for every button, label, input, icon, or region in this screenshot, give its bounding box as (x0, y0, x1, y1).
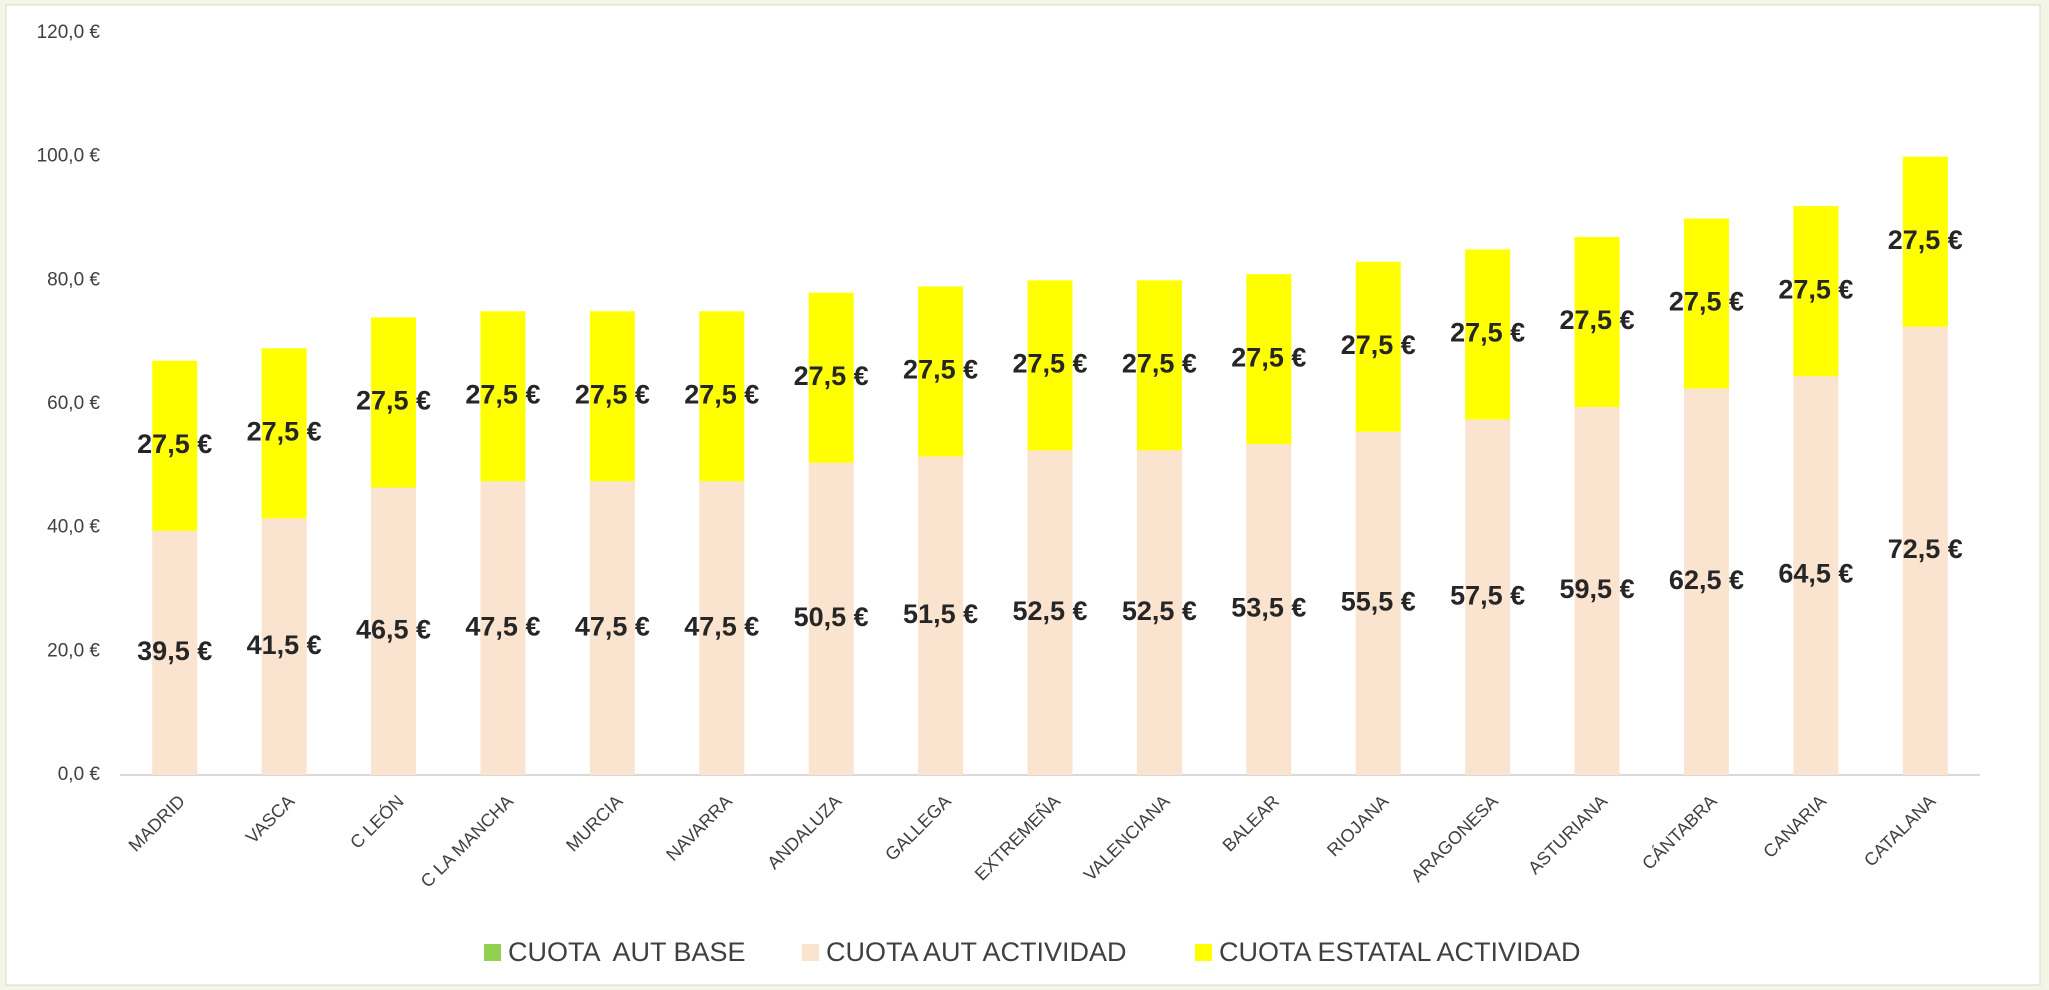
data-label: 27,5 € (1231, 342, 1306, 372)
bar-segment (808, 462, 854, 775)
legend-swatch (1195, 944, 1212, 961)
data-label: 27,5 € (356, 386, 431, 416)
bar-segment (589, 311, 635, 482)
y-tick-label: 80,0 € (47, 269, 100, 290)
bar-segment (1683, 388, 1729, 775)
legend-label: CUOTA AUT BASE (508, 937, 746, 967)
bar-segment (152, 360, 198, 531)
y-tick-label: 0,0 € (58, 764, 101, 785)
data-label: 27,5 € (137, 429, 212, 459)
data-label: 27,5 € (1450, 318, 1525, 348)
bar-segment (699, 311, 745, 482)
bar-segment (1136, 450, 1182, 775)
bar-segment (1246, 274, 1292, 445)
data-label: 27,5 € (1012, 348, 1087, 378)
legend-label: CUOTA AUT ACTIVIDAD (826, 937, 1127, 967)
bar-segment (1902, 156, 1948, 327)
data-label: 27,5 € (903, 355, 978, 385)
data-label: 27,5 € (1888, 225, 1963, 255)
data-label: 64,5 € (1778, 559, 1853, 589)
y-tick-label: 20,0 € (47, 640, 100, 661)
data-label: 27,5 € (465, 379, 540, 409)
bar-segment (1683, 218, 1729, 389)
data-label: 27,5 € (1669, 287, 1744, 317)
bar-segment (261, 518, 307, 775)
bar-segment (808, 292, 854, 463)
bar-segment (371, 487, 417, 775)
legend-swatch (802, 944, 819, 961)
bar-segment (699, 481, 745, 775)
data-label: 72,5 € (1888, 534, 1963, 564)
data-label: 62,5 € (1669, 565, 1744, 595)
bar-segment (918, 286, 964, 457)
data-label: 27,5 € (1778, 274, 1853, 304)
data-label: 27,5 € (575, 379, 650, 409)
data-label: 46,5 € (356, 614, 431, 644)
bar-segment (261, 348, 307, 519)
data-label: 47,5 € (465, 611, 540, 641)
data-label: 27,5 € (684, 379, 759, 409)
data-label: 51,5 € (903, 599, 978, 629)
data-label: 59,5 € (1560, 574, 1635, 604)
data-label: 47,5 € (684, 611, 759, 641)
bar-segment (1793, 376, 1839, 775)
bar-segment (371, 317, 417, 488)
bar-segment (1793, 206, 1839, 377)
bar-segment (1355, 261, 1401, 432)
data-label: 52,5 € (1122, 596, 1197, 626)
data-label: 27,5 € (247, 416, 322, 446)
data-label: 52,5 € (1012, 596, 1087, 626)
data-label: 55,5 € (1341, 587, 1416, 617)
bar-segment (1027, 450, 1073, 775)
bar-segment (480, 481, 526, 775)
data-label: 47,5 € (575, 611, 650, 641)
bar-segment (589, 481, 635, 775)
y-tick-label: 60,0 € (47, 393, 100, 414)
bar-segment (1902, 326, 1948, 775)
bar-segment (152, 530, 198, 775)
data-label: 27,5 € (1560, 305, 1635, 335)
bar-segment (1027, 280, 1073, 451)
data-label: 27,5 € (1341, 330, 1416, 360)
data-label: 27,5 € (794, 361, 869, 391)
data-label: 57,5 € (1450, 580, 1525, 610)
y-tick-label: 40,0 € (47, 517, 100, 538)
data-label: 39,5 € (137, 636, 212, 666)
bar-segment (1574, 237, 1620, 408)
y-tick-label: 100,0 € (37, 146, 101, 167)
data-label: 53,5 € (1231, 593, 1306, 623)
bar-segment (480, 311, 526, 482)
data-label: 27,5 € (1122, 348, 1197, 378)
bar-segment (918, 456, 964, 775)
bar-segment (1574, 407, 1620, 775)
y-tick-label: 120,0 € (37, 22, 101, 43)
data-label: 41,5 € (247, 630, 322, 660)
bar-segment (1355, 431, 1401, 775)
bar-segment (1465, 249, 1511, 420)
legend-swatch (484, 944, 501, 961)
bar-segment (1136, 280, 1182, 451)
legend-label: CUOTA ESTATAL ACTIVIDAD (1219, 937, 1581, 967)
bar-segment (1246, 444, 1292, 775)
data-label: 50,5 € (794, 602, 869, 632)
bar-segment (1465, 419, 1511, 775)
